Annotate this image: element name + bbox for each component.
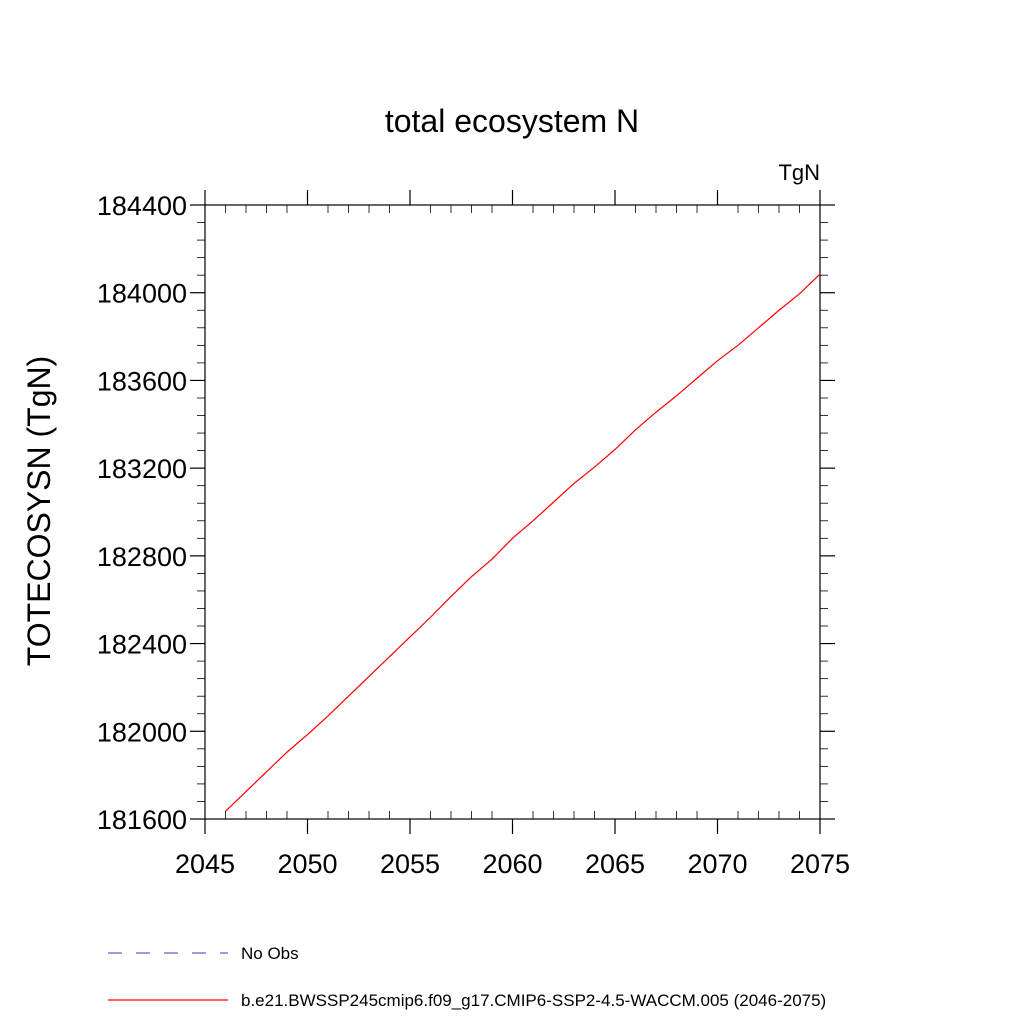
x-tick-label: 2070 xyxy=(687,849,747,879)
y-tick-label: 183200 xyxy=(97,454,187,484)
plot-frame xyxy=(204,204,821,820)
y-tick-label: 182400 xyxy=(97,630,187,660)
y-tick-label: 182800 xyxy=(97,542,187,572)
x-tick-label: 2050 xyxy=(277,849,337,879)
x-tick-label: 2045 xyxy=(175,849,235,879)
x-tick-label: 2060 xyxy=(482,849,542,879)
series-line-1 xyxy=(225,273,821,812)
chart-title: total ecosystem N xyxy=(385,103,639,139)
y-tick-label: 183600 xyxy=(97,366,187,396)
x-tick-label: 2075 xyxy=(790,849,850,879)
x-tick-label: 2065 xyxy=(585,849,645,879)
y-tick-label: 181600 xyxy=(97,805,187,835)
y-tick-label: 184400 xyxy=(97,191,187,221)
units-label: TgN xyxy=(778,160,820,185)
y-tick-label: 184000 xyxy=(97,279,187,309)
legend-label-0: No Obs xyxy=(241,944,299,963)
plot-area: 2045 2050 2055 2060 2065 2070 2075 181600 182000… xyxy=(97,190,850,879)
x-tick-label: 2055 xyxy=(380,849,440,879)
legend: No Obs b.e21.BWSSP245cmip6.f09_g17.CMIP6-… xyxy=(108,944,826,1010)
y-axis-label: TOTECOSYSN (TgN) xyxy=(21,356,57,667)
y-tick-label: 182000 xyxy=(97,717,187,747)
legend-label-1: b.e21.BWSSP245cmip6.f09_g17.CMIP6-SSP2-4… xyxy=(241,991,826,1010)
